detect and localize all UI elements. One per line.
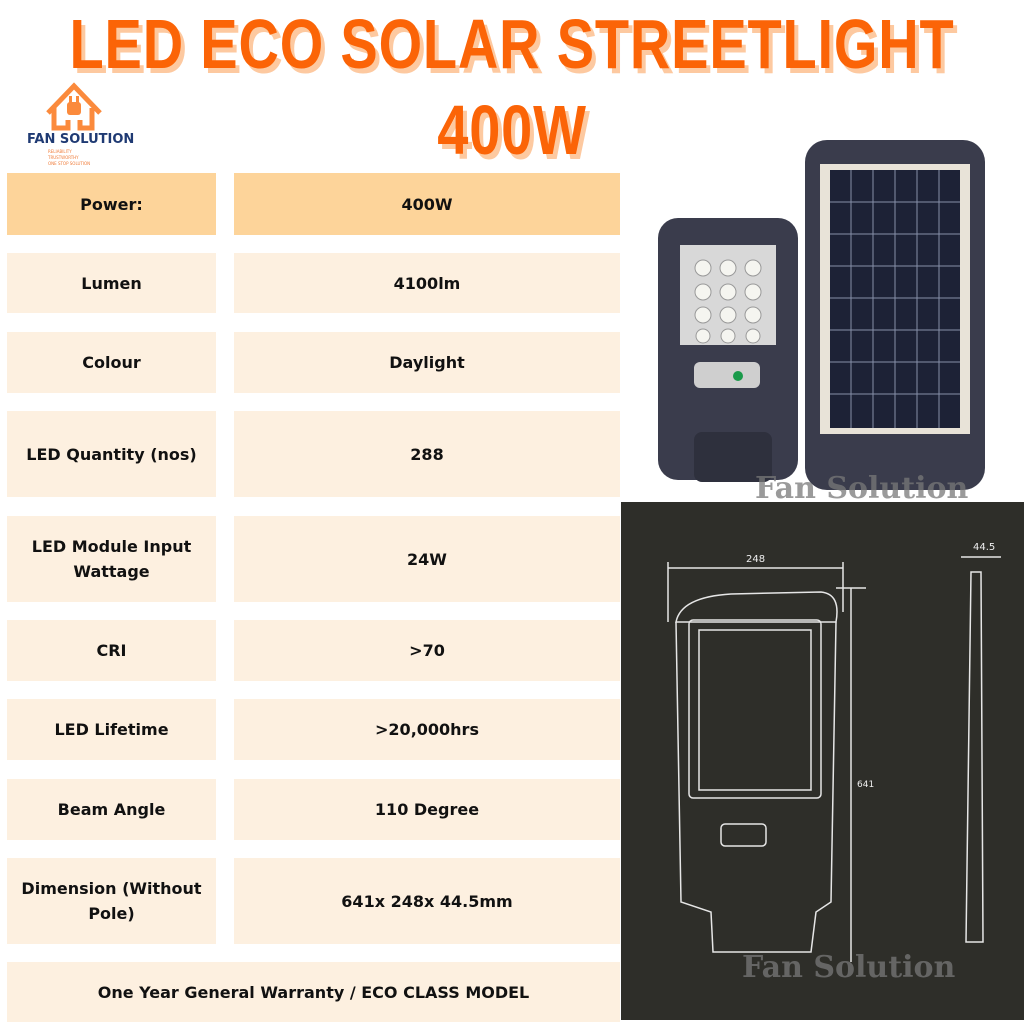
height-dimension: 641 — [857, 780, 875, 790]
spec-value: Daylight — [234, 332, 620, 393]
spec-label: Beam Angle — [7, 779, 216, 840]
spec-label: Lumen — [7, 253, 216, 313]
spec-value: 4100lm — [234, 253, 620, 313]
spec-value: 641x 248x 44.5mm — [234, 858, 620, 944]
spec-label: Dimension (Without Pole) — [7, 858, 216, 944]
spec-label: LED Module Input Wattage — [7, 516, 216, 602]
depth-dimension: 44.5 — [973, 542, 996, 553]
brand-tags: RELIABILITY TRUSTWORTHY ONE STOP SOLUTION — [48, 149, 91, 166]
spec-value: 400W — [234, 173, 620, 235]
spec-value: >20,000hrs — [234, 699, 620, 760]
house-plug-logo-icon — [46, 82, 102, 131]
spec-value: 110 Degree — [234, 779, 620, 840]
watermark: Fan Solution — [755, 471, 969, 506]
spec-value: 24W — [234, 516, 620, 602]
product-photo — [658, 140, 985, 490]
watermark-bottom: Fan Solution — [742, 950, 956, 985]
spec-label: LED Quantity (nos) — [7, 411, 216, 497]
title-line-1: LED ECO SOLAR STREETLIGHT — [69, 5, 955, 83]
warranty-footer: One Year General Warranty / ECO CLASS MO… — [7, 962, 620, 1022]
width-dimension: 248 — [746, 554, 766, 565]
dimension-drawing: 248 44.5 641 — [621, 502, 1024, 1020]
spec-value: 288 — [234, 411, 620, 497]
spec-label: CRI — [7, 620, 216, 681]
spec-label: LED Lifetime — [7, 699, 216, 760]
spec-label: Colour — [7, 332, 216, 393]
brand-name: FAN SOLUTION — [27, 132, 135, 147]
spec-label: Power: — [7, 173, 216, 235]
spec-value: >70 — [234, 620, 620, 681]
title-line-2: 400W — [437, 91, 587, 169]
